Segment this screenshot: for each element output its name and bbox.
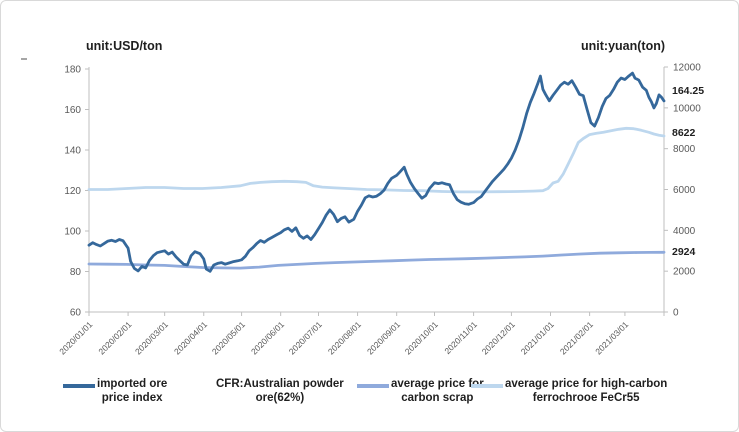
svg-text:2021/01/01: 2021/01/01 xyxy=(519,319,556,356)
svg-text:12000: 12000 xyxy=(673,63,701,74)
svg-text:120: 120 xyxy=(64,186,81,197)
legend-item-cfr-australian: CFR:Australian powder ore(62%) xyxy=(214,378,344,406)
data-label-ferrochrome: 8622 xyxy=(672,127,696,140)
svg-text:6000: 6000 xyxy=(673,185,696,196)
left-axis-title: unit:USD/ton xyxy=(86,39,163,53)
svg-text:2020/11/01: 2020/11/01 xyxy=(442,319,479,356)
svg-text:2020/10/01: 2020/10/01 xyxy=(403,319,440,356)
svg-text:140: 140 xyxy=(64,146,81,157)
carbon-scrap-line xyxy=(87,250,666,270)
svg-text:100: 100 xyxy=(64,227,81,238)
svg-text:2020/03/01: 2020/03/01 xyxy=(133,319,170,356)
svg-text:2020/12/01: 2020/12/01 xyxy=(480,319,517,356)
legend-label-carbon-scrap: average price for carbon scrap xyxy=(391,378,484,404)
svg-text:2020/05/01: 2020/05/01 xyxy=(210,319,247,356)
svg-text:2020/02/01: 2020/02/01 xyxy=(96,319,133,356)
svg-text:2021/02/01: 2021/02/01 xyxy=(558,319,595,356)
svg-text:2020/06/01: 2020/06/01 xyxy=(249,319,286,356)
svg-text:2020/09/01: 2020/09/01 xyxy=(365,319,402,356)
legend-label-imported-ore: imported ore price index xyxy=(97,378,168,404)
ferrochrome-line-swatch xyxy=(471,384,503,388)
legend-label-ferrochrome: average price for high-carbon ferrochroo… xyxy=(505,378,668,404)
right-axis-title: unit:yuan(ton) xyxy=(581,39,666,53)
svg-text:8000: 8000 xyxy=(673,144,696,155)
svg-text:10000: 10000 xyxy=(673,103,701,114)
data-label-imported-ore: 164.25 xyxy=(672,85,705,98)
svg-text:80: 80 xyxy=(70,267,82,278)
svg-text:180: 180 xyxy=(64,65,81,76)
svg-text:0: 0 xyxy=(673,308,679,319)
legend-item-carbon-scrap: average price for carbon scrap xyxy=(357,378,484,406)
svg-text:2000: 2000 xyxy=(673,267,696,278)
svg-text:2020/07/01: 2020/07/01 xyxy=(287,319,324,356)
svg-text:60: 60 xyxy=(70,308,82,319)
svg-text:2020/08/01: 2020/08/01 xyxy=(326,319,363,356)
svg-text:2020/01/01: 2020/01/01 xyxy=(57,319,94,356)
carbon-scrap-line-swatch xyxy=(357,384,389,388)
svg-text:160: 160 xyxy=(64,105,81,116)
legend: imported ore price index CFR:Australian … xyxy=(1,378,738,424)
imported-ore-line xyxy=(87,71,666,273)
legend-label-cfr-australian: CFR:Australian powder ore(62%) xyxy=(216,378,344,404)
svg-text:2020/04/01: 2020/04/01 xyxy=(172,319,209,356)
ferrochrome-line xyxy=(87,126,666,194)
stray-dash xyxy=(21,58,27,60)
imported-ore-line-swatch xyxy=(63,384,95,388)
data-label-carbon-scrap: 2924 xyxy=(672,245,696,258)
svg-text:2021/03/01: 2021/03/01 xyxy=(593,319,630,356)
legend-item-imported-ore: imported ore price index xyxy=(63,378,167,406)
svg-text:4000: 4000 xyxy=(673,226,696,237)
legend-item-ferrochrome: average price for high-carbon ferrochroo… xyxy=(471,378,667,406)
